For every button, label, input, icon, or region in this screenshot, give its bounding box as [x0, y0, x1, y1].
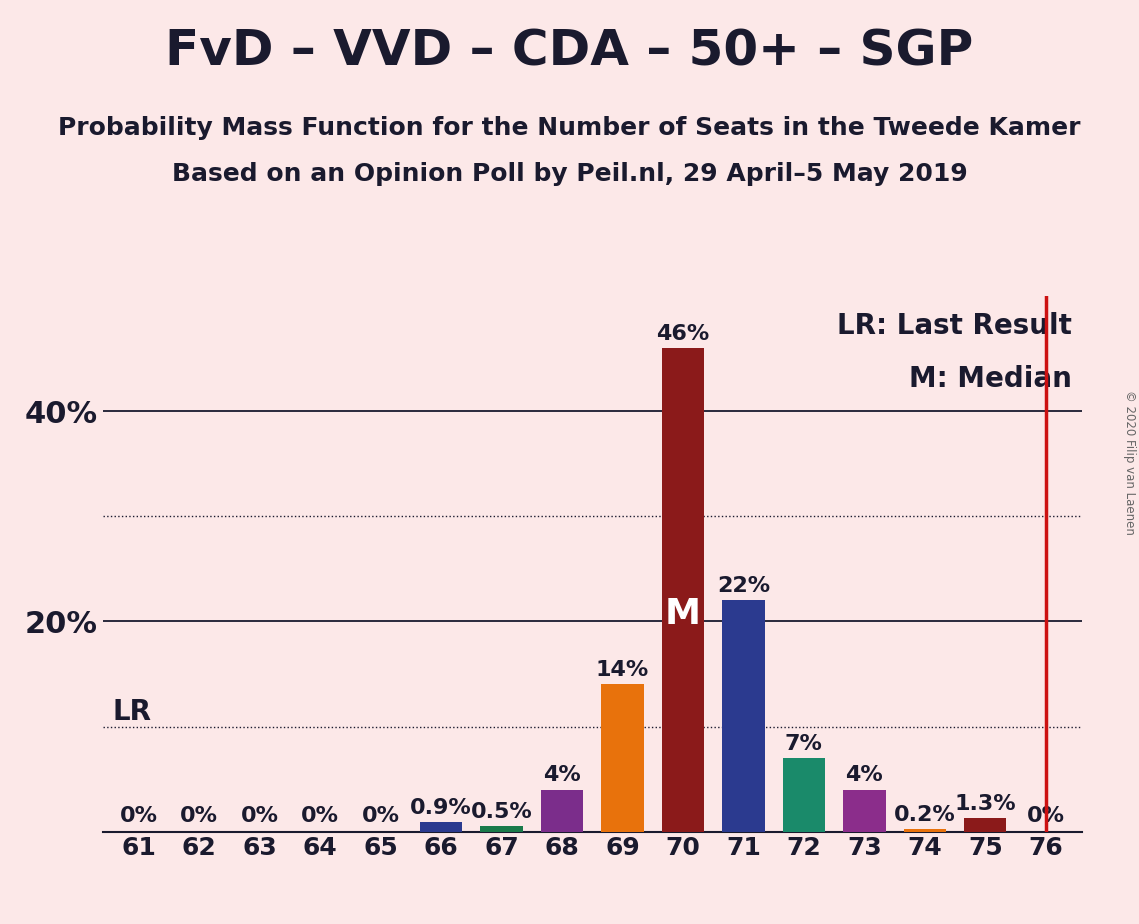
Text: FvD – VVD – CDA – 50+ – SGP: FvD – VVD – CDA – 50+ – SGP	[165, 28, 974, 76]
Text: LR: Last Result: LR: Last Result	[837, 311, 1072, 340]
Text: M: Median: M: Median	[909, 365, 1072, 394]
Bar	[903, 830, 947, 832]
Text: 0%: 0%	[1026, 807, 1065, 826]
Bar	[541, 790, 583, 832]
Bar	[782, 758, 825, 832]
Text: 7%: 7%	[785, 734, 822, 754]
Text: 22%: 22%	[716, 577, 770, 596]
Text: 1.3%: 1.3%	[954, 794, 1016, 814]
Bar	[722, 601, 764, 832]
Text: © 2020 Filip van Laenen: © 2020 Filip van Laenen	[1123, 390, 1137, 534]
Text: 0%: 0%	[362, 807, 400, 826]
Bar	[964, 818, 1007, 832]
Bar	[843, 790, 885, 832]
Text: 0.9%: 0.9%	[410, 798, 472, 818]
Text: Probability Mass Function for the Number of Seats in the Tweede Kamer: Probability Mass Function for the Number…	[58, 116, 1081, 140]
Bar	[662, 348, 704, 832]
Text: 0%: 0%	[240, 807, 279, 826]
Bar	[481, 826, 523, 832]
Text: 0%: 0%	[180, 807, 219, 826]
Text: 0%: 0%	[301, 807, 339, 826]
Bar	[420, 822, 462, 832]
Text: M: M	[665, 597, 700, 631]
Text: 14%: 14%	[596, 661, 649, 680]
Text: 46%: 46%	[656, 324, 710, 344]
Text: LR: LR	[113, 698, 151, 725]
Bar	[601, 685, 644, 832]
Text: 4%: 4%	[543, 765, 581, 785]
Text: 0.2%: 0.2%	[894, 806, 956, 825]
Text: 4%: 4%	[845, 765, 883, 785]
Text: 0.5%: 0.5%	[470, 802, 532, 822]
Text: 0%: 0%	[120, 807, 158, 826]
Text: Based on an Opinion Poll by Peil.nl, 29 April–5 May 2019: Based on an Opinion Poll by Peil.nl, 29 …	[172, 162, 967, 186]
